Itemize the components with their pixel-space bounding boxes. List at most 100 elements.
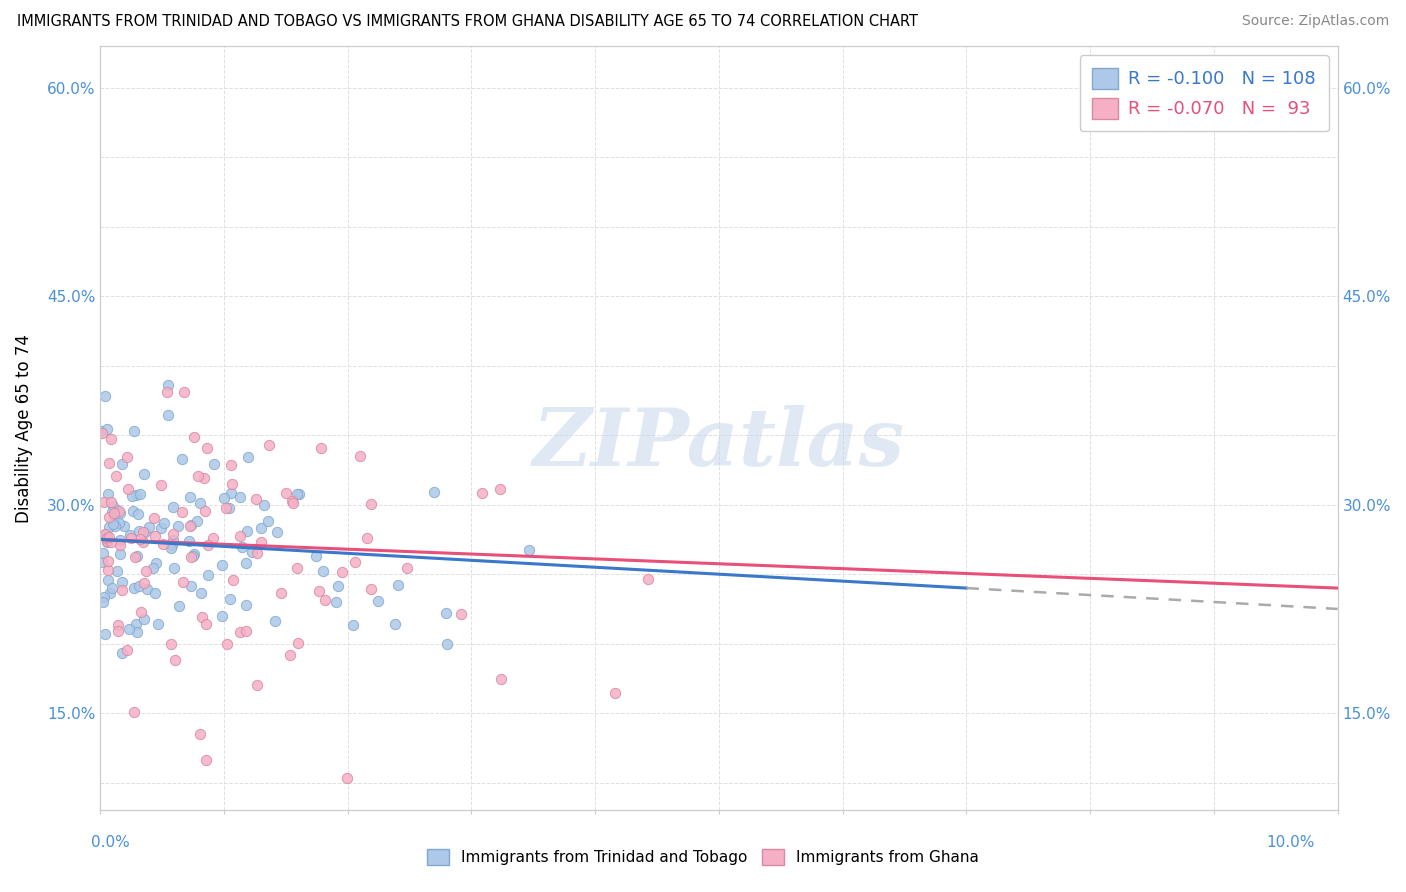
Point [235,556,257,570]
Point [167,599,190,613]
Point [143,511,166,525]
Point [183,547,205,561]
Point [195,441,218,455]
Point [194,617,217,632]
Point [91,426,114,441]
Point [221,477,243,491]
Point [603,686,626,700]
Point [356,531,378,545]
Point [117,642,139,657]
Point [384,617,406,632]
Point [91,595,114,609]
Point [98,519,121,533]
Point [235,524,257,538]
Point [235,598,257,612]
Point [195,753,218,767]
Point [246,546,269,560]
Point [146,617,169,632]
Point [111,575,134,590]
Point [281,496,304,510]
Point [326,579,349,593]
Point [96,422,118,436]
Point [287,636,309,650]
Point [309,441,332,455]
Point [266,525,288,540]
Point [395,561,418,575]
Point [150,478,173,492]
Point [342,618,364,632]
Point [132,575,155,590]
Point [183,430,205,444]
Point [211,558,233,573]
Point [128,579,150,593]
Point [197,538,219,552]
Text: 0.0%: 0.0% [91,836,131,850]
Point [104,518,127,533]
Point [211,608,233,623]
Point [253,498,276,512]
Point [436,637,458,651]
Point [186,514,208,528]
Point [160,538,183,552]
Point [97,487,120,501]
Point [312,564,335,578]
Point [115,450,138,464]
Point [110,506,132,520]
Point [180,549,202,564]
Point [120,531,142,545]
Text: Source: ZipAtlas.com: Source: ZipAtlas.com [1241,14,1389,29]
Point [111,646,134,660]
Point [242,545,264,559]
Point [135,564,157,578]
Point [285,487,308,501]
Point [325,595,347,609]
Point [94,626,117,640]
Point [180,578,202,592]
Point [212,491,235,505]
Point [111,582,134,597]
Point [194,504,217,518]
Point [179,519,201,533]
Point [96,534,118,549]
Point [188,727,211,741]
Point [97,456,120,470]
Point [288,487,311,501]
Point [179,490,201,504]
Point [100,432,122,446]
Point [308,584,330,599]
Legend: Immigrants from Trinidad and Tobago, Immigrants from Ghana: Immigrants from Trinidad and Tobago, Imm… [420,843,986,871]
Point [101,516,124,531]
Point [138,520,160,534]
Point [97,530,120,544]
Y-axis label: Disability Age 65 to 74: Disability Age 65 to 74 [15,334,32,523]
Point [249,521,271,535]
Point [100,505,122,519]
Point [93,591,115,605]
Point [280,648,302,663]
Point [349,449,371,463]
Point [202,457,225,471]
Point [387,578,409,592]
Text: IMMIGRANTS FROM TRINIDAD AND TOBAGO VS IMMIGRANTS FROM GHANA DISABILITY AGE 65 T: IMMIGRANTS FROM TRINIDAD AND TOBAGO VS I… [17,14,918,29]
Point [517,543,540,558]
Point [160,637,183,651]
Point [434,606,457,620]
Point [270,585,292,599]
Point [156,409,179,423]
Point [191,610,214,624]
Point [112,518,135,533]
Point [131,605,153,619]
Point [257,438,280,452]
Point [343,555,366,569]
Point [149,521,172,535]
Point [305,549,328,563]
Point [111,458,134,472]
Point [94,527,117,541]
Point [104,469,127,483]
Point [367,593,389,607]
Point [152,536,174,550]
Point [90,424,112,438]
Point [127,625,149,640]
Point [96,531,118,545]
Point [134,524,156,539]
